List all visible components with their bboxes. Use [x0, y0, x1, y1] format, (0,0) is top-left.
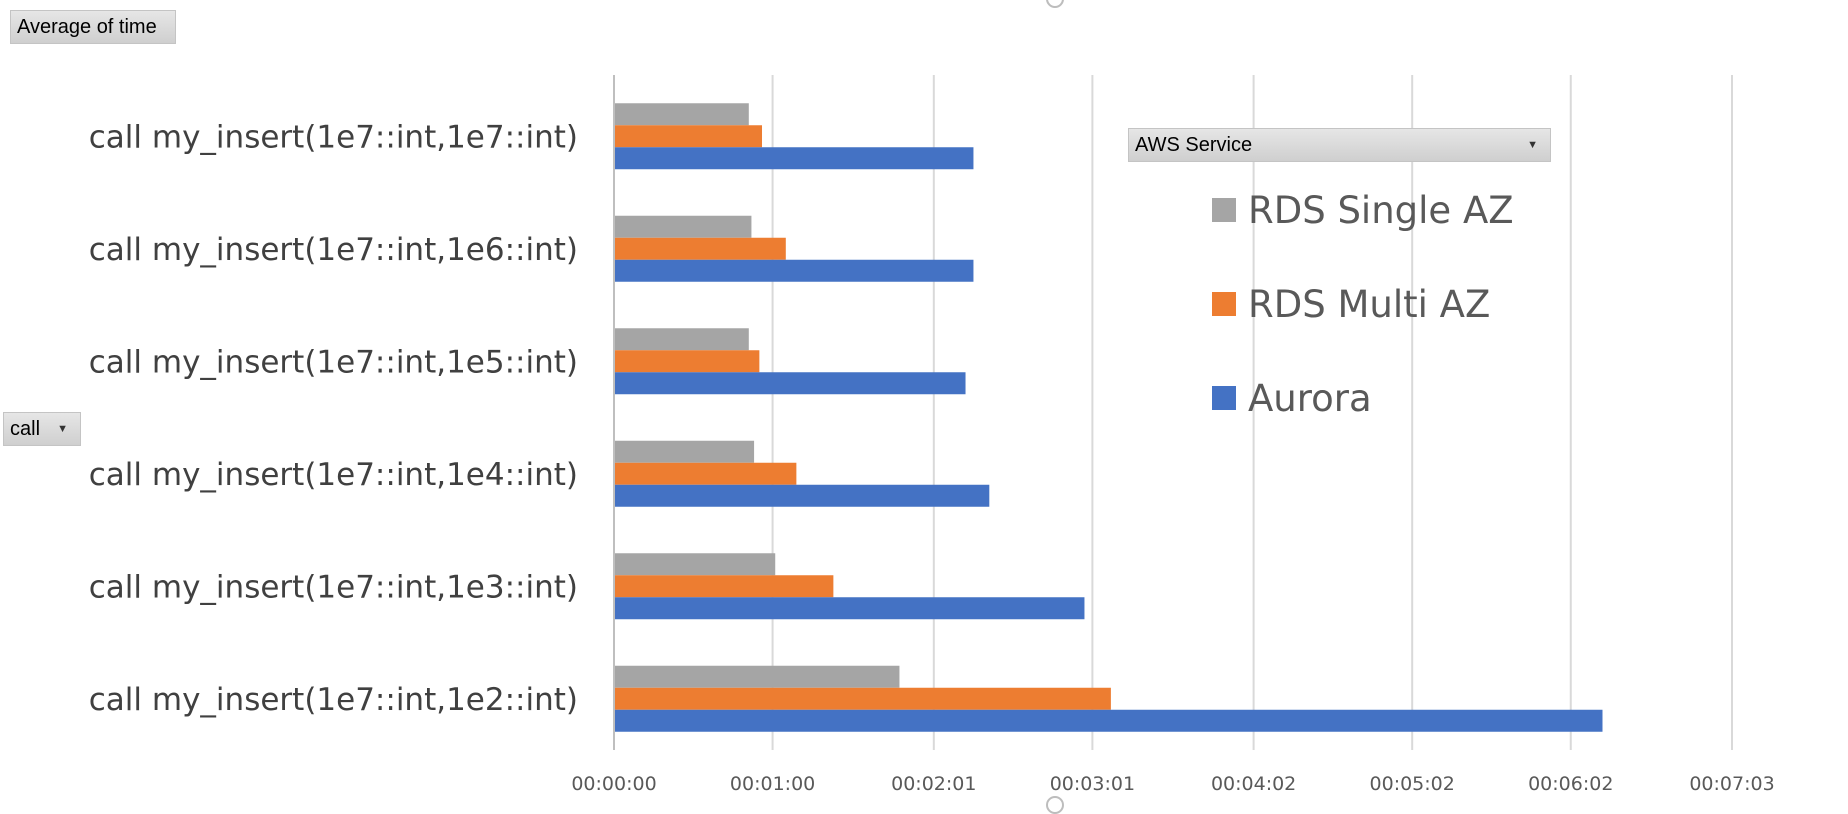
x-tick-label: 00:02:01	[891, 773, 976, 795]
bar-rds-multi-az	[615, 462, 797, 485]
x-tick-label: 00:04:02	[1211, 773, 1296, 795]
legend-swatch	[1212, 292, 1236, 316]
x-tick-label: 00:03:01	[1050, 773, 1135, 795]
bar-rds-multi-az	[615, 350, 760, 373]
axis-field-label: call	[10, 417, 41, 440]
legend-label: RDS Multi AZ	[1248, 283, 1490, 326]
category-label: call my_insert(1e7::int,1e5::int)	[89, 344, 578, 380]
bar-aurora	[615, 484, 990, 507]
category-label: call my_insert(1e7::int,1e6::int)	[89, 232, 578, 268]
bar-aurora	[615, 147, 974, 170]
category-label: call my_insert(1e7::int,1e2::int)	[89, 682, 578, 718]
x-tick-label: 00:00:00	[571, 773, 656, 795]
bar-rds-single-az	[615, 215, 752, 238]
category-label: call my_insert(1e7::int,1e3::int)	[89, 569, 578, 605]
x-tick-label: 00:01:00	[730, 773, 815, 795]
value-field-label: Average of time	[17, 15, 157, 38]
bar-rds-multi-az	[615, 237, 786, 260]
bar-aurora	[615, 259, 974, 282]
legend-swatch	[1212, 386, 1236, 410]
category-label: call my_insert(1e7::int,1e7::int)	[89, 119, 578, 155]
bar-rds-single-az	[615, 440, 755, 463]
bar-aurora	[615, 372, 966, 395]
bar-rds-multi-az	[615, 687, 1111, 710]
x-tick-label: 00:07:03	[1689, 773, 1774, 795]
bar-rds-single-az	[615, 328, 749, 351]
legend-label: RDS Single AZ	[1248, 189, 1514, 232]
bar-rds-single-az	[615, 665, 900, 688]
bar-rds-single-az	[615, 103, 749, 126]
bar-aurora	[615, 597, 1085, 620]
legend-label: Aurora	[1248, 377, 1372, 420]
category-label: call my_insert(1e7::int,1e4::int)	[89, 457, 578, 493]
axis-field-button[interactable]: call ▼	[3, 412, 81, 446]
chevron-down-icon[interactable]: ▼	[57, 423, 68, 435]
legend-field-button[interactable]: AWS Service ▼	[1128, 128, 1551, 162]
bar-aurora	[615, 709, 1603, 732]
legend-swatch	[1212, 198, 1236, 222]
bar-rds-single-az	[615, 553, 776, 576]
value-field-button[interactable]: Average of time	[10, 10, 176, 44]
bar-rds-multi-az	[615, 125, 763, 148]
x-tick-label: 00:05:02	[1370, 773, 1455, 795]
x-tick-label: 00:06:02	[1528, 773, 1613, 795]
chart-resize-handle-bottom[interactable]	[1046, 796, 1064, 814]
bar-rds-multi-az	[615, 575, 834, 598]
legend-field-label: AWS Service	[1135, 133, 1253, 156]
chevron-down-icon[interactable]: ▼	[1527, 139, 1538, 151]
